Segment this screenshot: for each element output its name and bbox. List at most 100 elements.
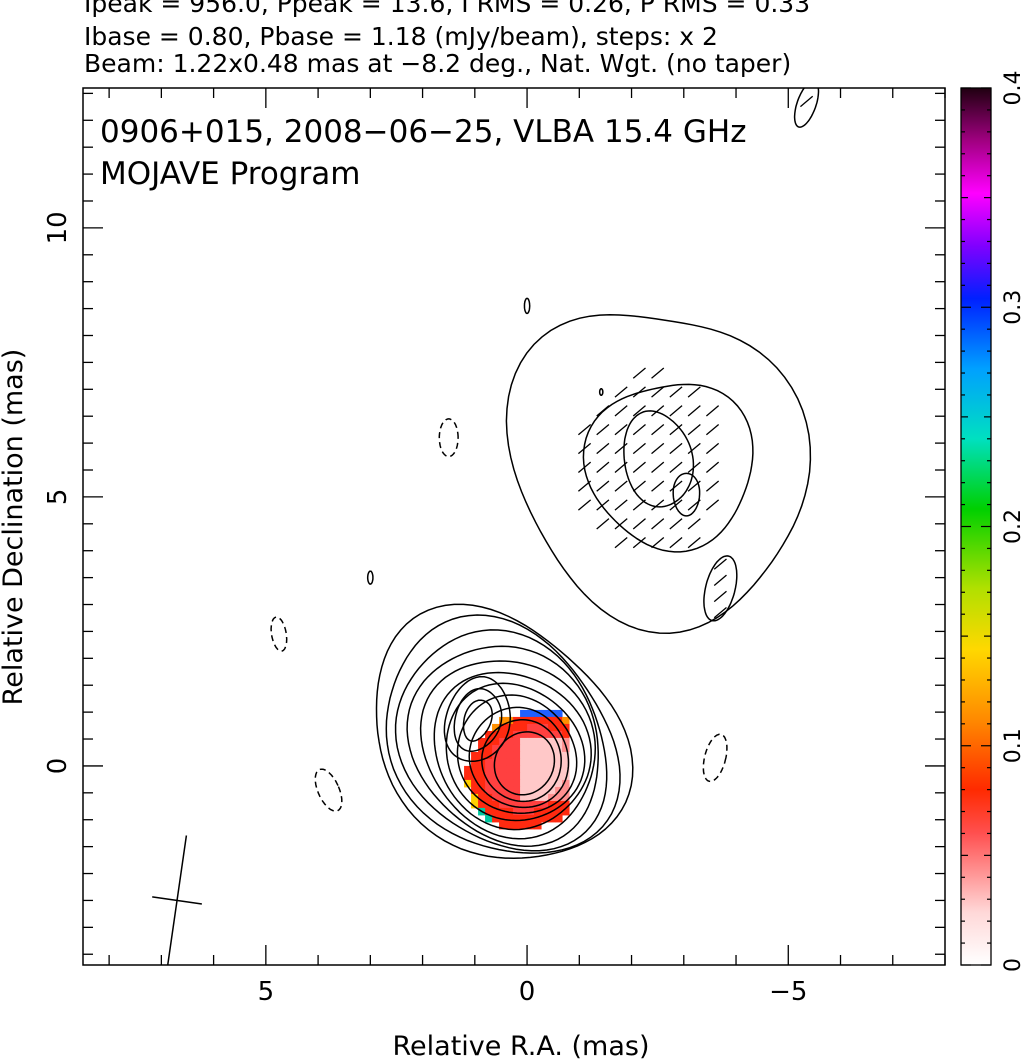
pol-pixel [485, 786, 493, 795]
pol-pixel [492, 807, 500, 816]
pol-pixel [541, 758, 549, 767]
pol-pixel [492, 793, 500, 802]
pol-pixel [555, 751, 563, 760]
pol-pixel [499, 793, 507, 802]
core-contour [453, 687, 503, 752]
pol-vector [614, 537, 628, 549]
pol-vector [705, 442, 720, 455]
pol-vector [596, 480, 610, 492]
pol-pixel [478, 786, 486, 795]
pol-pixel [520, 730, 528, 739]
pol-pixel [541, 709, 549, 718]
pol-pixel [534, 744, 542, 753]
pol-pixel [541, 744, 549, 753]
pol-pixel [499, 758, 507, 767]
core-contour [481, 719, 562, 803]
pol-vector [800, 95, 814, 108]
y-tick-label: 10 [43, 211, 73, 244]
pol-vector [713, 590, 727, 603]
pol-pixel [478, 765, 486, 774]
pol-vector [632, 480, 646, 492]
pol-pixel [471, 758, 479, 767]
component-contour [703, 555, 738, 622]
pol-pixel [499, 751, 507, 760]
pol-pixel [513, 807, 521, 816]
pol-vector [614, 424, 628, 436]
core-contour [456, 694, 578, 814]
pol-pixel [562, 730, 570, 739]
pol-vector [651, 367, 665, 379]
pol-pixel [527, 723, 535, 732]
knot-contour [672, 472, 701, 517]
y-tick-label: 5 [43, 489, 73, 506]
pol-pixel [520, 716, 528, 725]
pol-pixel [562, 744, 570, 753]
pol-pixel [562, 758, 570, 767]
pol-pixel [548, 772, 556, 781]
pol-pixel [485, 765, 493, 774]
noise-contour [523, 297, 531, 315]
pol-pixel [527, 786, 535, 795]
pol-vector [651, 442, 665, 455]
pol-pixel [513, 821, 521, 830]
pol-pixel [548, 737, 556, 746]
pol-pixel [513, 772, 521, 781]
pol-pixel [492, 779, 500, 788]
pol-pixel [485, 737, 493, 746]
noise-contour [598, 388, 604, 396]
pol-pixel [541, 716, 549, 725]
pol-vector [651, 424, 665, 436]
pol-pixel [513, 779, 521, 788]
x-tick-label: 0 [519, 977, 536, 1007]
pol-vector [687, 499, 701, 511]
pol-pixel [534, 716, 542, 725]
pol-vector [651, 537, 665, 549]
pol-pixel [464, 779, 472, 788]
pol-pixel [555, 709, 563, 718]
pol-vector [705, 424, 720, 436]
colorbar-tick-label: 0 [1001, 958, 1021, 972]
pol-pixel [527, 765, 535, 774]
pol-pixel [555, 758, 563, 767]
pol-pixel [499, 807, 507, 816]
colorbar-tick-label: 0.1 [1001, 728, 1021, 763]
pol-pixel [520, 723, 528, 732]
pol-pixel [555, 716, 563, 725]
pol-vector [614, 499, 628, 511]
core-contour [375, 603, 634, 860]
pol-vector [713, 558, 727, 570]
pol-pixel [506, 737, 514, 746]
core-contour [406, 645, 599, 847]
pol-pixel [562, 786, 570, 795]
pol-vector [713, 574, 727, 586]
pol-pixel [499, 716, 507, 725]
pol-pixel [527, 807, 535, 816]
pol-pixel [555, 765, 563, 774]
pol-vector [687, 537, 701, 549]
pol-vector [632, 424, 646, 436]
pol-pixel [478, 772, 486, 781]
pol-vector [632, 499, 646, 511]
pol-pixel [562, 779, 570, 788]
core-contour [385, 614, 621, 854]
pol-vector [713, 606, 727, 619]
core-contour [394, 629, 608, 852]
contour-map [270, 88, 820, 860]
pol-pixel [541, 807, 549, 816]
chart-title: 0906+015, 2008−06−25, VLBA 15.4 GHz [100, 114, 746, 150]
pol-vector [669, 461, 683, 473]
x-axis-label: Relative R.A. (mas) [393, 1031, 650, 1060]
pol-vector [669, 537, 683, 549]
pol-vector [596, 442, 610, 455]
pol-pixel [506, 751, 514, 760]
pol-vector [651, 461, 665, 473]
pol-vector [577, 499, 592, 511]
pol-vector [596, 518, 610, 530]
pol-vector [596, 461, 610, 473]
pol-pixel [541, 737, 549, 746]
pol-vector [669, 405, 683, 417]
pol-pixel [506, 772, 514, 781]
pol-vector [705, 405, 720, 417]
pol-pixel [562, 800, 570, 809]
pol-vector [596, 499, 610, 511]
